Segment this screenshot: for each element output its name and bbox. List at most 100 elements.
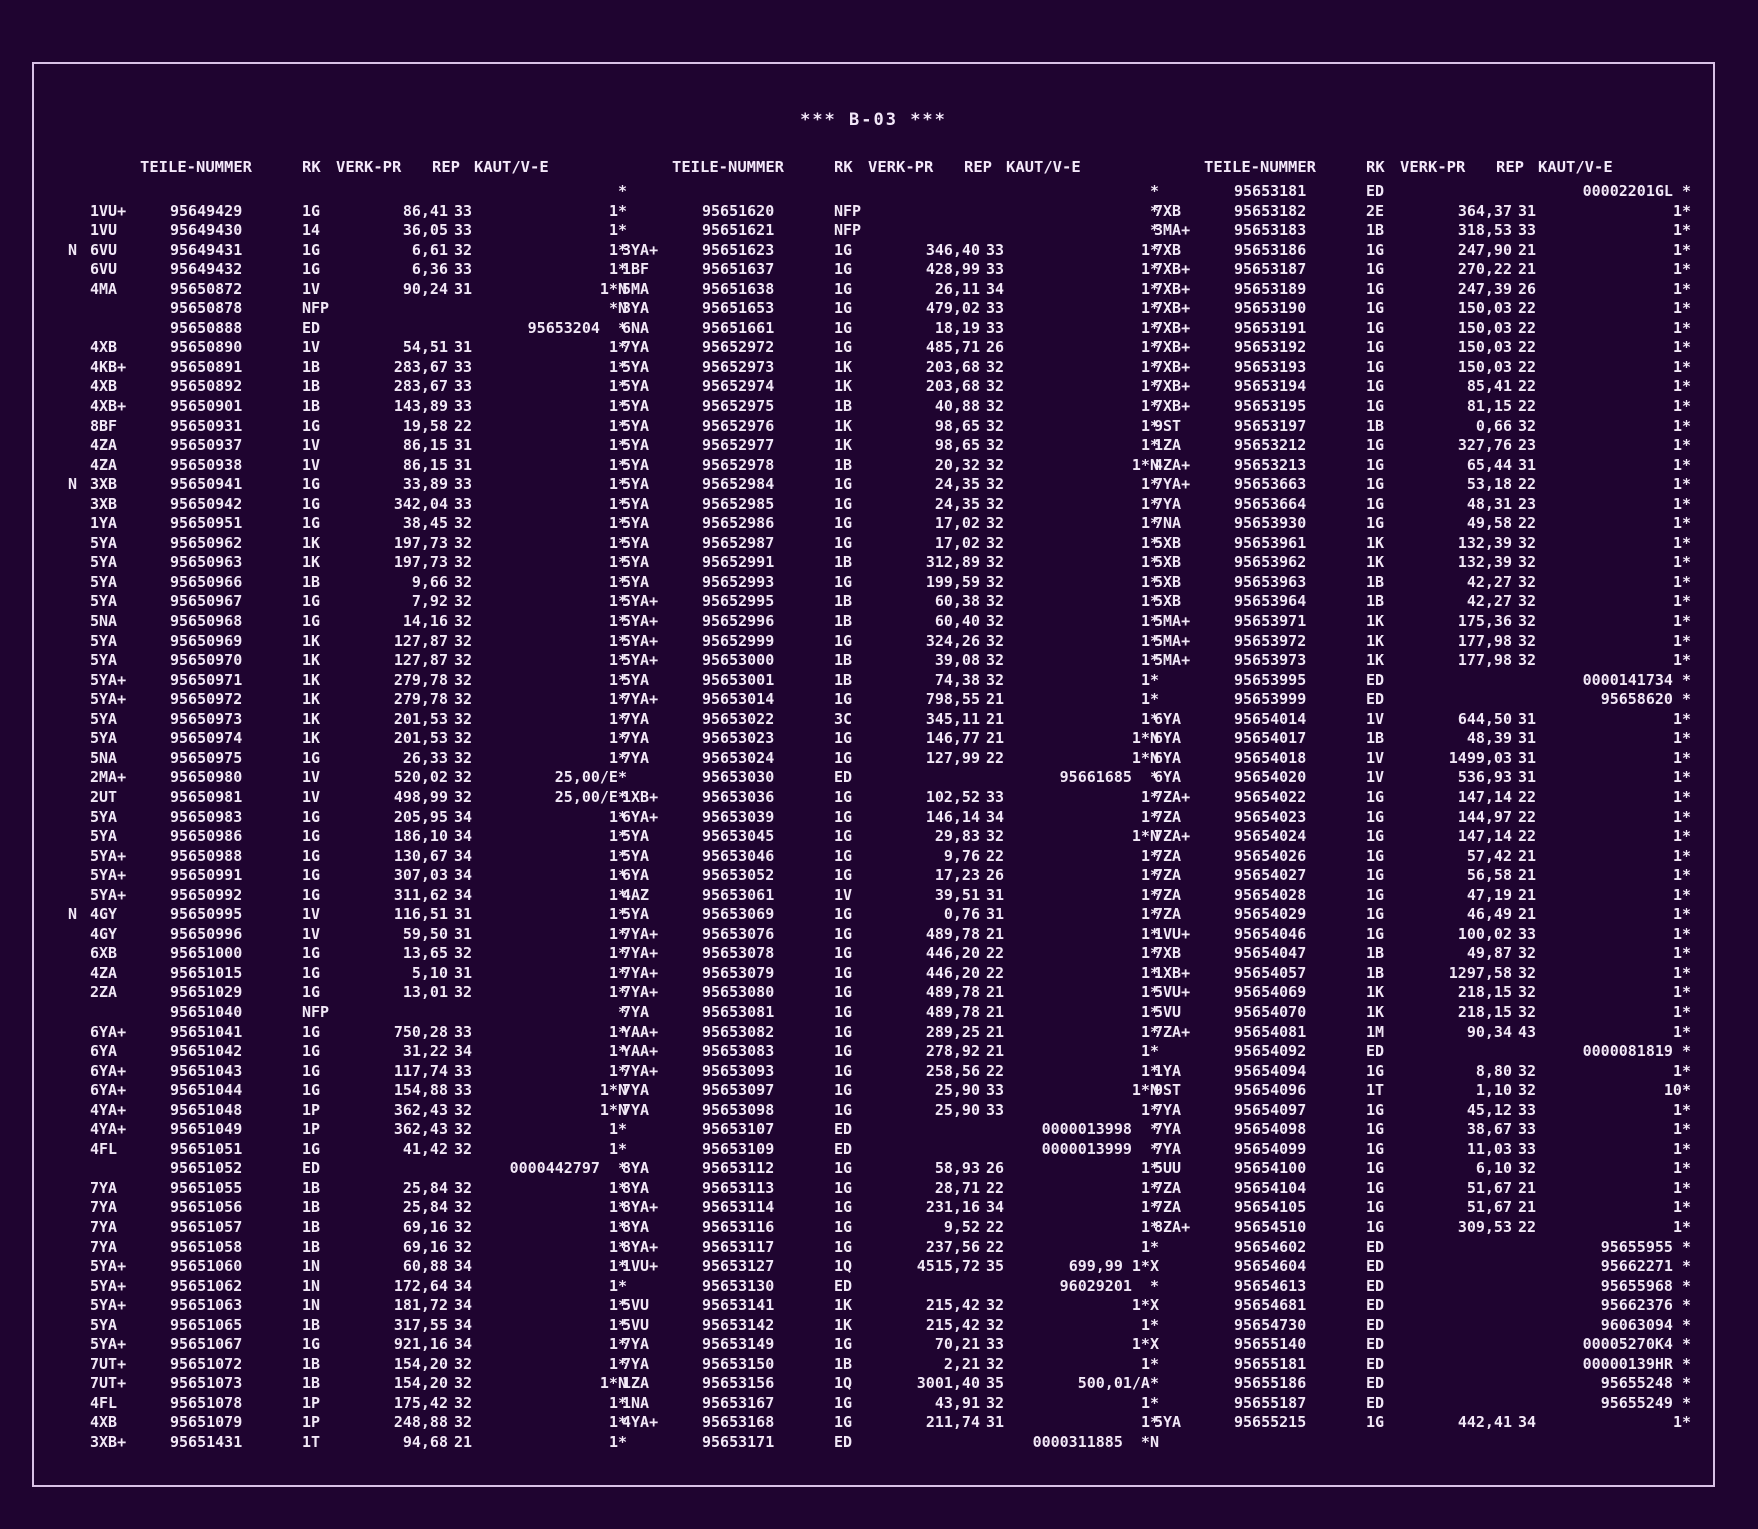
cell-rk: 1G [302,612,321,631]
cell-sym: 5YA+ [90,1296,127,1315]
cell-sym: 6YA+ [622,807,659,826]
cell-sym: 7YA [1154,1120,1182,1139]
cell-kaut: 1* [1140,963,1159,982]
cell-rep: 33 [986,299,1005,318]
cell-sym: 7YA+ [622,963,659,982]
cell-pr: 318,53 [1457,221,1512,240]
cell-kaut: 1* [1672,240,1691,259]
cell-kaut: 1* [608,514,627,533]
cell-rep: 32 [986,475,1005,494]
cell-rep: 22 [1518,299,1537,318]
cell-rk: 1B [1366,416,1385,435]
cell-rep: 33 [986,240,1005,259]
cell-rk: 1Q [834,1257,853,1276]
cell-teil: 95654104 [1234,1178,1307,1197]
cell-kaut: 1* [608,475,627,494]
cell-kaut: 95655249 * [1600,1393,1691,1412]
cell-kaut: 1* [1672,357,1691,376]
cell-pr: 644,50 [1457,709,1512,728]
cell-kaut: 0000311885 *N [1032,1433,1159,1451]
cell-kaut: 1* [608,651,627,670]
cell-kaut: 1* [608,1257,627,1276]
cell-rep: 32 [454,612,473,631]
cell-rk: 1B [302,1237,321,1256]
cell-pr: 311,62 [393,885,448,904]
cell-sym: 4ZA+ [1154,455,1191,474]
cell-sym: 5YA [90,1315,118,1334]
cell-teil: 95653171 [702,1433,775,1451]
cell-pr: 342,04 [393,494,448,513]
cell-sym: 6YA [90,1042,118,1061]
cell-rep: 26 [986,1159,1005,1178]
cell-sym: 7YA [1154,1139,1182,1158]
cell-rk: 1G [302,963,321,982]
cell-pr: 446,20 [925,944,980,963]
cell-rk: 1V [302,436,321,455]
cell-rk: ED [1366,1237,1385,1256]
cell-pr: 489,78 [925,1002,980,1021]
cell-pr: 26,33 [402,748,448,767]
cell-pr: 150,03 [1457,299,1512,318]
cell-kaut: 1* [1140,709,1159,728]
cell-teil: 95653187 [1234,260,1307,279]
cell-kaut: 1* [608,260,627,279]
cell-rep: 34 [986,1198,1005,1217]
cell-teil: 95650942 [170,494,243,513]
cell-sym: 7ZA [1154,866,1182,885]
header-kaut: KAUT/V-E [1006,158,1081,176]
cell-rk: 1K [302,709,321,728]
cell-rk: 1G [834,299,853,318]
cell-rep: 22 [454,416,473,435]
cell-pr: 14,16 [402,612,448,631]
cell-teil: 95654105 [1234,1198,1307,1217]
cell-rep: 34 [454,827,473,846]
cell-kaut: 1* [608,240,627,259]
cell-teil: 95654100 [1234,1159,1307,1178]
cell-pr: 127,87 [393,631,448,650]
cell-rk: 1K [302,670,321,689]
cell-kaut: 1* [1140,553,1159,572]
header-rk: RK [1366,158,1385,176]
cell-pr: 7,92 [411,592,448,611]
cell-rk: ED [1366,1276,1385,1295]
cell-rk: 1K [302,631,321,650]
cell-rep: 34 [454,1042,473,1061]
cell-sym: 4GY [90,924,118,943]
cell-sym: 7YA [90,1237,118,1256]
cell-kaut: 1* [1140,338,1159,357]
cell-pr: 218,15 [1457,1002,1512,1021]
cell-teil: 95653001 [702,670,775,689]
cell-kaut: * [1149,182,1159,200]
cell-teil: 95653192 [1234,338,1307,357]
cell-rk: 1G [302,866,321,885]
cell-teil: 95653030 [702,768,775,787]
cell-kaut: 00005270K4 * [1582,1335,1691,1354]
cell-rep: 32 [1518,1002,1537,1021]
cell-rep: 22 [986,963,1005,982]
page-title: *** B-03 *** [800,110,947,130]
cell-kaut: 1* [1140,494,1159,513]
cell-rep: 22 [1518,357,1537,376]
cell-kaut: 1*N [1131,455,1159,474]
cell-kaut: 1* [608,533,627,552]
cell-rk: 1G [834,338,853,357]
cell-rk: 1G [302,807,321,826]
cell-kaut: 1* [1672,201,1691,220]
cell-rk: ED [834,768,853,787]
cell-rep: 32 [454,729,473,748]
cell-teil: 95653190 [1234,299,1307,318]
cell-kaut: 1* [608,1022,627,1041]
cell-teil: 95653046 [702,846,775,865]
cell-rep: 21 [1518,905,1537,924]
cell-kaut: 1* [608,494,627,513]
cell-sym: 5YA [90,631,118,650]
cell-teil: 95653167 [702,1393,775,1412]
cell-kaut: 1* [608,729,627,748]
cell-teil: 95654602 [1234,1237,1307,1256]
cell-kaut: 1* [1140,377,1159,396]
cell-teil: 95650892 [170,377,243,396]
cell-rep: 32 [986,1296,1005,1315]
cell-teil: 95652973 [702,357,775,376]
cell-teil: 95650995 [170,905,243,924]
cell-kaut: 1* [608,338,627,357]
